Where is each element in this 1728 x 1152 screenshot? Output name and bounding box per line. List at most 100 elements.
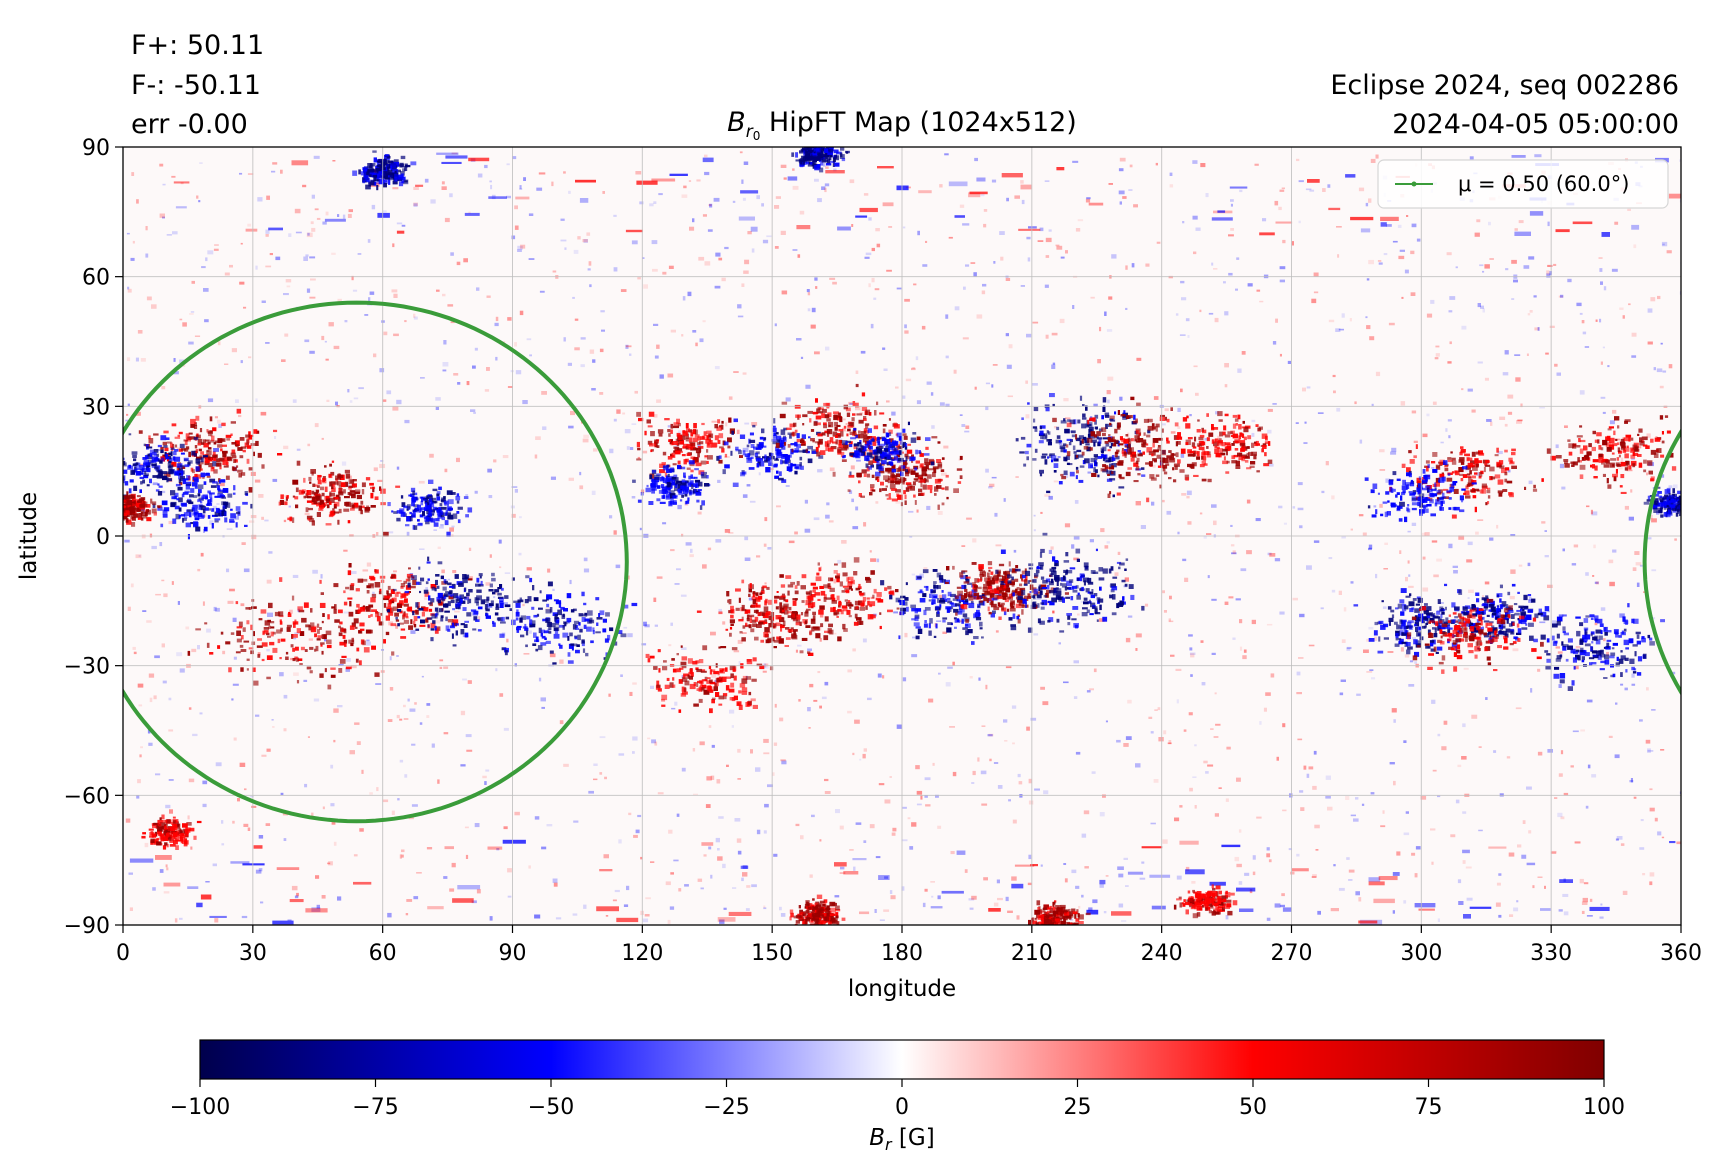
noise-patch — [1051, 332, 1058, 336]
noise-patch — [897, 470, 900, 475]
active-region-pixel — [661, 486, 667, 491]
active-region-pixel — [668, 491, 672, 496]
noise-patch — [1558, 773, 1563, 777]
noise-patch — [1555, 646, 1560, 649]
active-region-pixel — [765, 467, 771, 473]
noise-patch — [865, 252, 872, 256]
active-region-pixel — [306, 490, 312, 496]
noise-patch — [1424, 532, 1430, 536]
noise-patch — [1666, 250, 1672, 254]
noise-patch — [1232, 550, 1236, 554]
noise-patch — [1317, 910, 1321, 915]
noise-patch — [690, 548, 693, 553]
noise-patch — [1567, 278, 1572, 283]
active-region-pixel — [431, 586, 436, 591]
noise-patch — [1603, 286, 1607, 291]
noise-patch — [172, 231, 178, 235]
noise-patch — [272, 726, 275, 728]
noise-patch — [773, 853, 778, 857]
noise-patch — [389, 687, 394, 691]
noise-patch — [1647, 341, 1653, 345]
noise-patch — [132, 646, 136, 650]
noise-patch — [1544, 885, 1546, 889]
noise-patch — [396, 222, 403, 225]
active-region-pixel — [677, 422, 681, 427]
active-region-pixel — [329, 463, 332, 467]
active-region-pixel — [887, 468, 891, 474]
noise-patch — [1345, 796, 1350, 800]
active-region-pixel — [907, 421, 910, 426]
active-region-pixel — [701, 500, 705, 506]
active-region-pixel — [418, 566, 421, 570]
active-region-pixel — [212, 461, 217, 467]
active-region-pixel — [404, 598, 408, 603]
noise-patch — [1055, 244, 1060, 247]
active-region-pixel — [858, 419, 864, 424]
noise-patch — [829, 467, 835, 472]
active-region-pixel — [447, 601, 451, 607]
noise-patch — [1125, 307, 1128, 310]
noise-patch — [1561, 486, 1566, 490]
active-region-pixel — [937, 504, 940, 510]
active-region-pixel — [308, 507, 313, 511]
noise-patch — [1411, 852, 1416, 856]
active-region-pixel — [719, 446, 724, 449]
noise-patch — [1309, 189, 1315, 192]
title-subscript: r — [746, 122, 754, 142]
noise-patch — [1513, 907, 1519, 912]
noise-patch — [1062, 473, 1069, 478]
active-region-pixel — [343, 590, 346, 594]
noise-patch — [913, 283, 917, 286]
noise-patch — [1255, 518, 1261, 522]
active-region-pixel — [764, 460, 768, 463]
active-region-pixel — [454, 574, 459, 579]
noise-patch — [874, 288, 880, 291]
noise-patch — [1331, 589, 1336, 593]
noise-patch — [1267, 408, 1273, 412]
active-region-pixel — [270, 621, 275, 624]
active-region-pixel — [414, 492, 418, 496]
noise-patch — [347, 213, 352, 218]
noise-patch — [185, 626, 190, 630]
active-region-pixel — [779, 413, 786, 419]
active-region-pixel — [386, 593, 392, 597]
active-region-pixel — [187, 462, 191, 466]
noise-patch — [884, 876, 889, 879]
noise-patch — [1482, 308, 1485, 313]
noise-patch — [410, 630, 416, 634]
noise-patch — [1659, 385, 1664, 389]
active-region-pixel — [790, 432, 797, 436]
noise-patch — [387, 912, 392, 918]
active-region-pixel — [665, 485, 669, 490]
active-region-pixel — [333, 511, 340, 514]
active-region-pixel — [209, 492, 215, 495]
noise-patch — [996, 879, 1000, 884]
noise-patch — [1282, 239, 1286, 244]
active-region-pixel — [218, 479, 221, 484]
noise-patch — [807, 648, 812, 652]
active-region-pixel — [311, 471, 314, 476]
active-region-pixel — [821, 432, 826, 436]
noise-patch — [1409, 660, 1414, 663]
noise-patch — [959, 204, 965, 208]
active-region-pixel — [916, 436, 921, 441]
active-region-pixel — [707, 455, 713, 460]
active-region-pixel — [863, 473, 867, 477]
active-region-pixel — [166, 472, 171, 477]
polar-streak — [616, 917, 639, 923]
active-region-pixel — [852, 413, 856, 416]
noise-patch — [1108, 296, 1113, 300]
noise-patch — [137, 330, 143, 334]
active-region-pixel — [124, 507, 129, 513]
noise-patch — [634, 390, 638, 394]
noise-patch — [851, 498, 854, 503]
active-region-pixel — [168, 460, 172, 464]
noise-patch — [1528, 596, 1532, 601]
active-region-pixel — [516, 628, 520, 633]
noise-patch — [865, 449, 871, 452]
active-region-pixel — [821, 408, 827, 413]
noise-patch — [1661, 241, 1668, 247]
active-region-pixel — [123, 511, 128, 517]
noise-patch — [780, 164, 787, 168]
magnetic-field-features — [123, 147, 1681, 925]
